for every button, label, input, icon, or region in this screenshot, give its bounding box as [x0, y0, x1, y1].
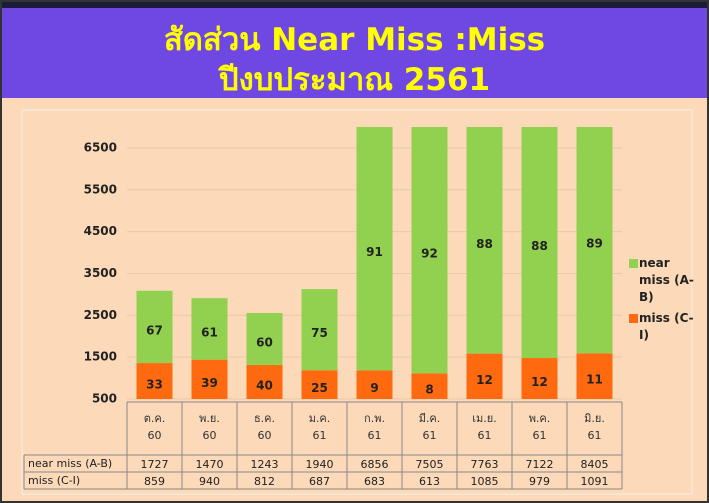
bar-segment	[576, 127, 613, 354]
table-cell: 812	[254, 475, 275, 488]
y-tick-label: 3500	[84, 266, 117, 280]
data-label: 11	[586, 373, 603, 387]
bar-segment	[136, 290, 173, 364]
data-label: 60	[256, 336, 273, 350]
legend-swatch	[629, 259, 638, 268]
table-cell: 1940	[305, 458, 334, 471]
x-tick-label: ม.ค. 61	[308, 412, 331, 442]
data-label: 9	[370, 381, 378, 395]
table-cell: 687	[309, 475, 330, 488]
data-label: 25	[311, 381, 328, 395]
data-label: 39	[201, 376, 218, 390]
table-cell: 1727	[140, 458, 169, 471]
x-tick-label: มิ.ย. 61	[584, 412, 605, 442]
chart-frame	[21, 109, 693, 495]
bar-segment	[356, 127, 393, 371]
bar-segment	[466, 127, 503, 354]
bar-segment	[191, 298, 228, 360]
table-cell: 7122	[525, 458, 554, 471]
table-row-header: near miss (A-B)	[28, 457, 113, 470]
table-cell: 683	[364, 475, 385, 488]
header: สัดส่วน Near Miss :Miss ปีงบประมาณ 2561	[2, 2, 707, 98]
bar-segment	[246, 313, 283, 366]
x-tick-label: ก.พ. 61	[364, 412, 385, 442]
data-label: 8	[425, 383, 433, 397]
bar-segment	[301, 370, 338, 399]
data-label: 12	[476, 373, 493, 387]
data-label: 88	[531, 239, 548, 253]
bar-segment	[521, 127, 558, 359]
table-cell: 859	[144, 475, 165, 488]
data-label: 40	[256, 379, 273, 393]
data-label: 33	[146, 378, 163, 392]
table-cell: 940	[199, 475, 220, 488]
bar-segment	[191, 359, 228, 399]
bar-segment	[411, 373, 448, 399]
chart-title: สัดส่วน Near Miss :Miss	[163, 22, 546, 58]
table-cell: 1091	[580, 475, 609, 488]
bar-segment	[411, 127, 448, 374]
data-label: 75	[311, 326, 328, 340]
table-cell: 613	[419, 475, 440, 488]
x-tick-label: ต.ค. 60	[143, 412, 166, 442]
bar-segment	[356, 370, 393, 399]
data-label: 61	[201, 325, 218, 339]
x-tick-label: มี.ค. 61	[418, 412, 441, 442]
data-label: 67	[146, 323, 163, 337]
table-cell: 979	[529, 475, 550, 488]
table-cell: 8405	[580, 458, 609, 471]
legend-swatch	[629, 314, 638, 323]
data-label: 88	[476, 237, 493, 251]
bar-segment	[576, 353, 613, 399]
data-label: 91	[366, 245, 383, 259]
table-cell: 7763	[470, 458, 499, 471]
y-tick-label: 1500	[84, 350, 117, 364]
x-tick-label: เม.ย.61	[472, 412, 497, 442]
y-tick-label: 2500	[84, 308, 117, 322]
table-cell: 7505	[415, 458, 444, 471]
x-tick-label: พ.ค. 61	[528, 412, 551, 442]
bar-segment	[136, 363, 173, 399]
y-tick-label: 6500	[84, 140, 117, 154]
legend-label: near miss (A-B)	[639, 256, 694, 304]
data-label: 89	[586, 237, 603, 251]
bar-segment	[521, 358, 558, 399]
bar-segment	[466, 353, 503, 399]
x-tick-label: พ.ย. 60	[199, 412, 220, 442]
data-label: 12	[531, 375, 548, 389]
x-tick-label: ธ.ค. 60	[253, 412, 276, 442]
bar-segment	[301, 289, 338, 371]
y-tick-label: 500	[92, 392, 117, 406]
table-cell: 1085	[470, 475, 499, 488]
table-row-header: miss (C-I)	[28, 474, 81, 487]
plot-area	[136, 127, 613, 399]
y-tick-label: 4500	[84, 224, 117, 238]
bar-segment	[246, 365, 283, 399]
table-cell: 1470	[195, 458, 224, 471]
legend-label: miss (C-I)	[639, 311, 694, 342]
y-tick-label: 5500	[84, 182, 117, 196]
table-cell: 6856	[360, 458, 389, 471]
data-label: 92	[421, 247, 438, 261]
chart-subtitle: ปีงบประมาณ 2561	[218, 62, 491, 98]
table-cell: 1243	[250, 458, 279, 471]
